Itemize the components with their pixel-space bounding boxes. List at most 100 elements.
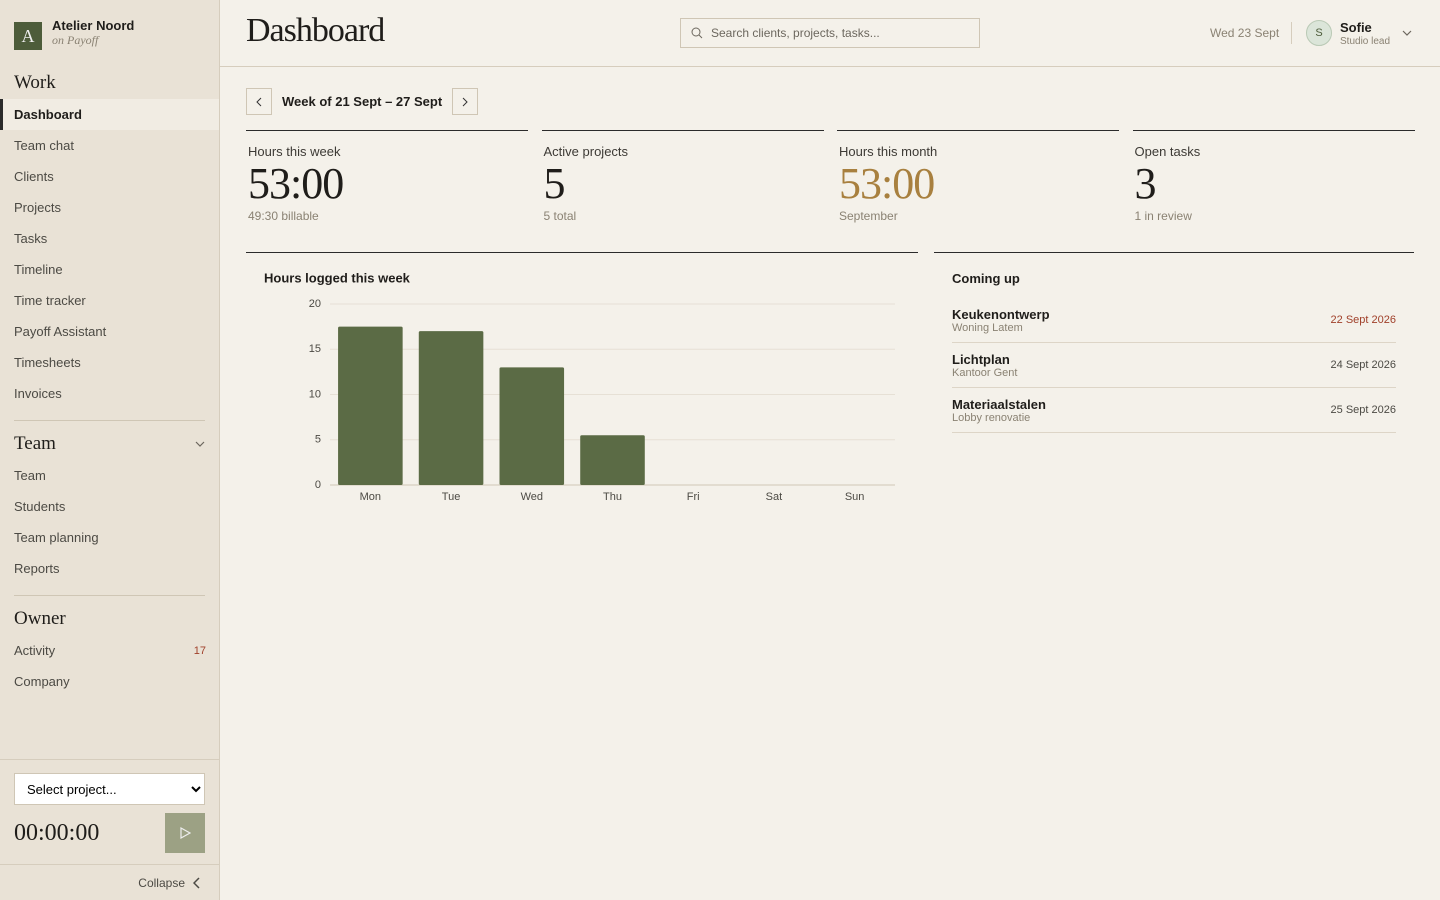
nav-item[interactable]: Students <box>0 491 219 522</box>
stat-note: 49:30 billable <box>248 209 319 223</box>
stat-value: 5 <box>543 159 566 208</box>
coming-up-item[interactable]: Keukenontwerp Woning Latem 22 Sept 2026 <box>952 298 1396 343</box>
nav-item[interactable]: Projects <box>0 192 219 223</box>
bar <box>418 331 484 485</box>
item-client: Woning Latem <box>952 321 1023 334</box>
section-title[interactable]: Team <box>0 431 219 457</box>
search[interactable]: Search clients, projects, tasks... <box>680 18 980 48</box>
collapse[interactable]: Collapse <box>0 864 219 900</box>
nav-item[interactable]: Tasks <box>0 223 219 254</box>
item-date: 25 Sept 2026 <box>1330 404 1396 416</box>
section-label: Work <box>14 72 56 93</box>
section-label: Team <box>14 433 56 454</box>
week-nav: Week of 21 Sept – 27 Sept <box>246 88 479 115</box>
y-tick-label: 5 <box>315 434 321 446</box>
nav-item[interactable]: Reports <box>0 553 219 584</box>
search-icon <box>691 27 703 39</box>
nav-item[interactable]: Company <box>0 666 219 697</box>
nav-item[interactable]: Invoices <box>0 378 219 409</box>
brand-text: Atelier Noord on Payoff <box>52 18 134 50</box>
item-name: Materiaalstalen <box>952 396 1046 412</box>
coming-up-item[interactable]: Materiaalstalen Lobby renovatie 25 Sept 20… <box>952 388 1396 433</box>
item-name: Lichtplan <box>952 351 1010 367</box>
header: Dashboard Search clients, projects, task… <box>220 0 1440 67</box>
x-tick-label: Sat <box>766 491 783 503</box>
stat-note: 5 total <box>543 209 577 223</box>
page-title: Dashboard <box>246 12 385 49</box>
nav-item[interactable]: Team planning <box>0 522 219 553</box>
nav-label: Payoff Assistant <box>14 324 107 339</box>
project-select[interactable]: Select project... <box>14 773 205 805</box>
nav-item[interactable]: Activity 17 <box>0 635 219 666</box>
nav-label: Reports <box>14 561 60 576</box>
user-menu[interactable] <box>1402 29 1412 37</box>
nav-label: Activity <box>14 643 56 658</box>
brand[interactable]: A Atelier Noord on Payoff <box>14 18 134 50</box>
brand-sub: on Payoff <box>52 33 99 47</box>
chart-panel: Hours logged this week 0 5 10 15 20 Mon Tue Wed… <box>246 252 918 522</box>
timer: Select project... 00:00:00 <box>0 759 219 866</box>
nav-item[interactable]: Time tracker <box>0 285 219 316</box>
item-client: Lobby renovatie <box>952 411 1031 424</box>
stat-note: 1 in review <box>1134 209 1192 223</box>
nav-item[interactable]: Dashboard <box>0 99 219 130</box>
stat-value: 53:00 <box>248 159 344 208</box>
nav-item[interactable]: Team <box>0 460 219 491</box>
prev-week[interactable] <box>246 88 272 115</box>
item-name: Keukenontwerp <box>952 306 1050 322</box>
coming-up-title: Coming up <box>952 271 1020 286</box>
x-tick-label: Mon <box>360 491 381 503</box>
nav-label: Team planning <box>14 530 99 545</box>
avatar[interactable]: S <box>1306 20 1332 46</box>
section-title: Work <box>0 70 219 96</box>
section-label: Owner <box>14 608 66 629</box>
nav-label: Company <box>14 674 70 689</box>
badge: 17 <box>193 644 206 657</box>
bar <box>499 367 565 485</box>
stat-note: September <box>839 209 898 223</box>
nav-label: Students <box>14 499 66 514</box>
collapse-label: Collapse <box>138 875 185 890</box>
item-date: 22 Sept 2026 <box>1330 314 1396 326</box>
user-name[interactable]: Sofie <box>1340 20 1372 35</box>
nav-item[interactable]: Timesheets <box>0 347 219 378</box>
stat-value: 3 <box>1134 159 1157 208</box>
chevron-icon <box>195 441 205 447</box>
stat-card: Hours this week 53:00 49:30 billable <box>246 130 528 236</box>
chart-title: Hours logged this week <box>264 270 411 285</box>
logo: A <box>14 22 42 50</box>
nav-label: Invoices <box>14 386 62 401</box>
bar <box>338 326 403 485</box>
nav-item[interactable]: Clients <box>0 161 219 192</box>
item-client: Kantoor Gent <box>952 366 1018 379</box>
chevron-icon <box>256 97 262 106</box>
x-tick-label: Fri <box>687 491 700 503</box>
nav-item[interactable]: Timeline <box>0 254 219 285</box>
next-week[interactable] <box>452 88 479 115</box>
nav-label: Timeline <box>14 262 63 277</box>
stat-card: Active projects 5 5 total <box>541 130 824 236</box>
brand-name: Atelier Noord <box>52 18 135 33</box>
coming-up-item[interactable]: Lichtplan Kantoor Gent 24 Sept 2026 <box>952 343 1396 388</box>
user-role: Studio lead <box>1340 36 1391 47</box>
stat-card: Open tasks 3 1 in review <box>1132 130 1415 236</box>
nav-item[interactable]: Team chat <box>0 130 219 161</box>
play-button[interactable] <box>165 813 205 853</box>
nav-item[interactable]: Payoff Assistant <box>0 316 219 347</box>
bar <box>580 435 645 485</box>
timer-time: 00:00:00 <box>14 819 100 846</box>
x-tick-label: Tue <box>442 491 461 503</box>
y-tick-label: 20 <box>309 298 321 310</box>
nav-label: Team chat <box>14 138 74 153</box>
section-title: Owner <box>0 606 219 632</box>
divider <box>1291 22 1292 44</box>
stat-card: Hours this month 53:00 September <box>837 130 1119 236</box>
nav-label: Tasks <box>14 231 48 246</box>
stat-label: Active projects <box>543 144 629 159</box>
item-text: Keukenontwerp Woning Latem <box>952 307 1050 334</box>
nav-label: Timesheets <box>14 355 81 370</box>
search-placeholder: Search clients, projects, tasks... <box>711 26 880 40</box>
stat-label: Hours this week <box>248 144 341 159</box>
chart: Hours logged this week 0 5 10 15 20 Mon Tue Wed… <box>264 270 895 503</box>
